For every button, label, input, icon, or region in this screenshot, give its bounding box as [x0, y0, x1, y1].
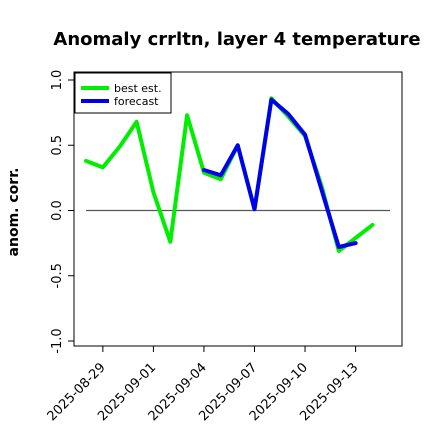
y-axis: -1.0 -0.5 0.0 0.5 1.0	[50, 70, 74, 354]
legend-label: forecast	[114, 95, 159, 108]
y-tick-label: 0.5	[50, 135, 65, 156]
y-tick-label: 0.0	[50, 200, 65, 221]
legend: best est.forecast	[74, 72, 172, 114]
series-line-forecast	[202, 97, 358, 249]
legend-label: best est.	[114, 82, 162, 95]
legend-box	[74, 72, 172, 114]
y-axis-label: anom. corr.	[6, 168, 22, 257]
x-axis: 2025-08-292025-09-012025-09-042025-09-07…	[45, 346, 361, 424]
chart-title: Anomaly crrltn, layer 4 temperature	[53, 29, 420, 50]
plot-area	[73, 71, 403, 347]
y-tick-label: 1.0	[50, 70, 65, 91]
series-line-best-est-	[84, 96, 375, 253]
y-tick-label: -0.5	[50, 263, 65, 288]
y-tick-label: -1.0	[50, 328, 65, 353]
series-layer	[84, 96, 375, 253]
